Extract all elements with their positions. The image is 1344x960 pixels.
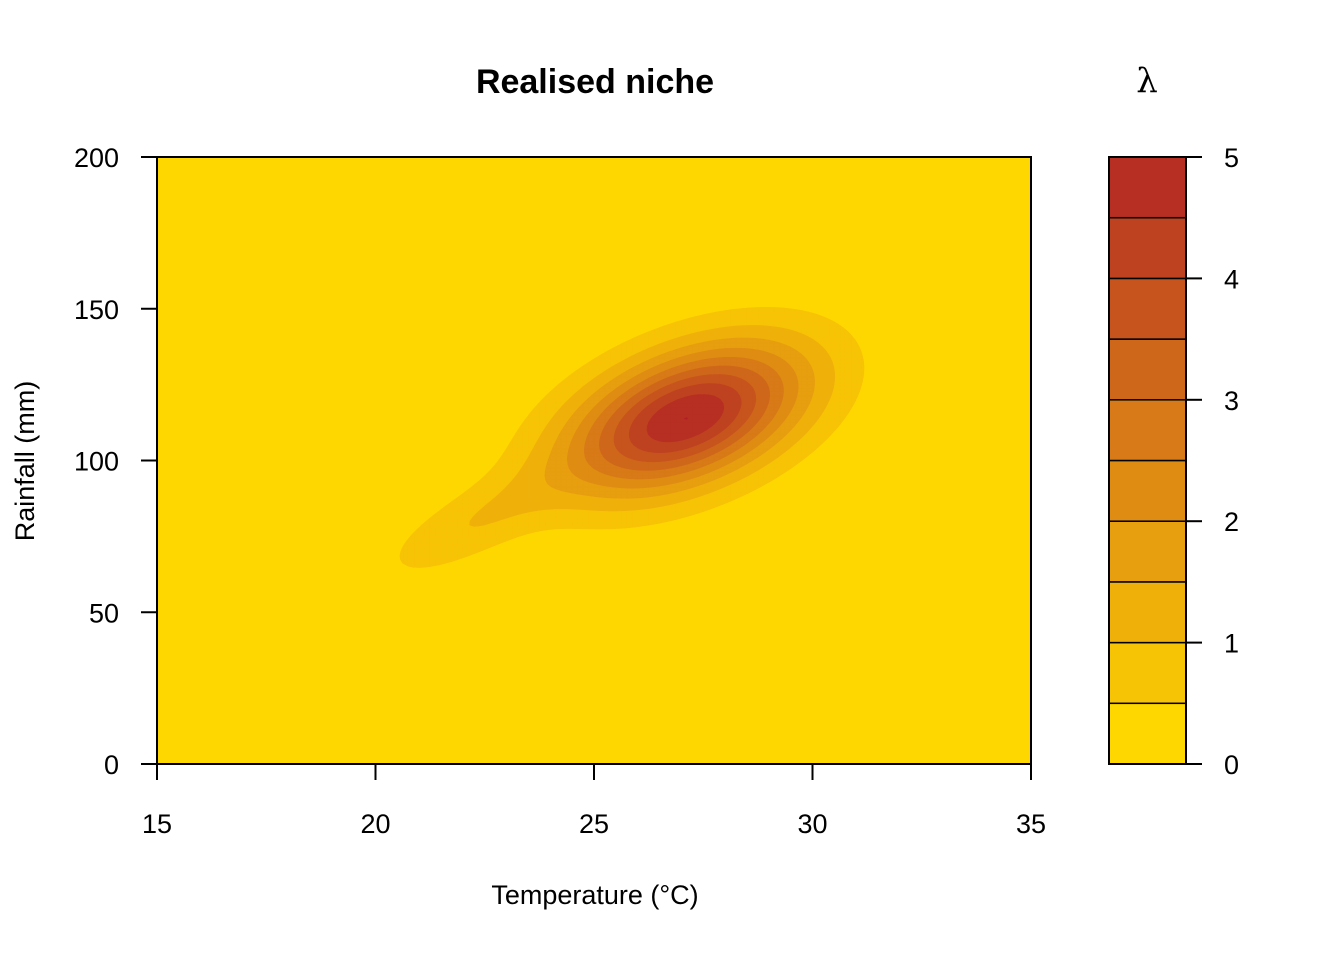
x-tick-label: 25: [579, 809, 609, 839]
contour-band-4: [567, 347, 799, 489]
colorbar-label: λ: [1136, 61, 1158, 101]
colorbar-tick-label: 1: [1224, 629, 1239, 659]
contour-band-1: [399, 306, 865, 568]
y-tick-label: 200: [74, 143, 119, 173]
colorbar-swatch: [1108, 641, 1187, 705]
contour-band-5: [584, 356, 784, 480]
plot-area: [156, 156, 1032, 765]
colorbar: 0 1 2 3 4 5: [1108, 143, 1239, 780]
contour-bands: [399, 306, 865, 568]
colorbar-swatch: [1108, 338, 1187, 401]
contour-band-10: [683, 417, 688, 420]
y-tick-label: 0: [104, 750, 119, 780]
colorbar-swatch: [1108, 459, 1187, 522]
colorbar-tick-label: 0: [1224, 750, 1239, 780]
colorbar-swatch: [1108, 520, 1187, 583]
y-axis: 0 50 100 150 200: [74, 143, 158, 780]
colorbar-tick-label: 5: [1224, 143, 1239, 173]
chart-title: Realised niche: [476, 63, 714, 101]
colorbar-swatch: [1108, 277, 1187, 340]
contour-band-3: [544, 337, 815, 499]
colorbar-tick-label: 3: [1224, 386, 1239, 416]
contour-band-6: [599, 365, 770, 471]
x-tick-label: 30: [797, 809, 827, 839]
x-axis-label: Temperature (°C): [491, 880, 698, 910]
y-axis-label: Rainfall (mm): [10, 381, 40, 542]
x-axis: 15 20 25 30 35: [142, 763, 1046, 839]
y-tick-label: 50: [89, 598, 119, 628]
x-tick-label: 35: [1016, 809, 1046, 839]
colorbar-swatch: [1108, 581, 1187, 644]
y-tick-label: 150: [74, 295, 119, 325]
x-tick-label: 20: [360, 809, 390, 839]
x-tick-label: 15: [142, 809, 172, 839]
y-tick-label: 100: [74, 447, 119, 477]
colorbar-swatch: [1108, 216, 1187, 280]
colorbar-tick-label: 2: [1224, 507, 1239, 537]
colorbar-tick-label: 4: [1224, 264, 1239, 294]
colorbar-swatch: [1108, 399, 1187, 462]
colorbar-swatch: [1108, 702, 1187, 765]
colorbar-swatch: [1108, 156, 1187, 219]
